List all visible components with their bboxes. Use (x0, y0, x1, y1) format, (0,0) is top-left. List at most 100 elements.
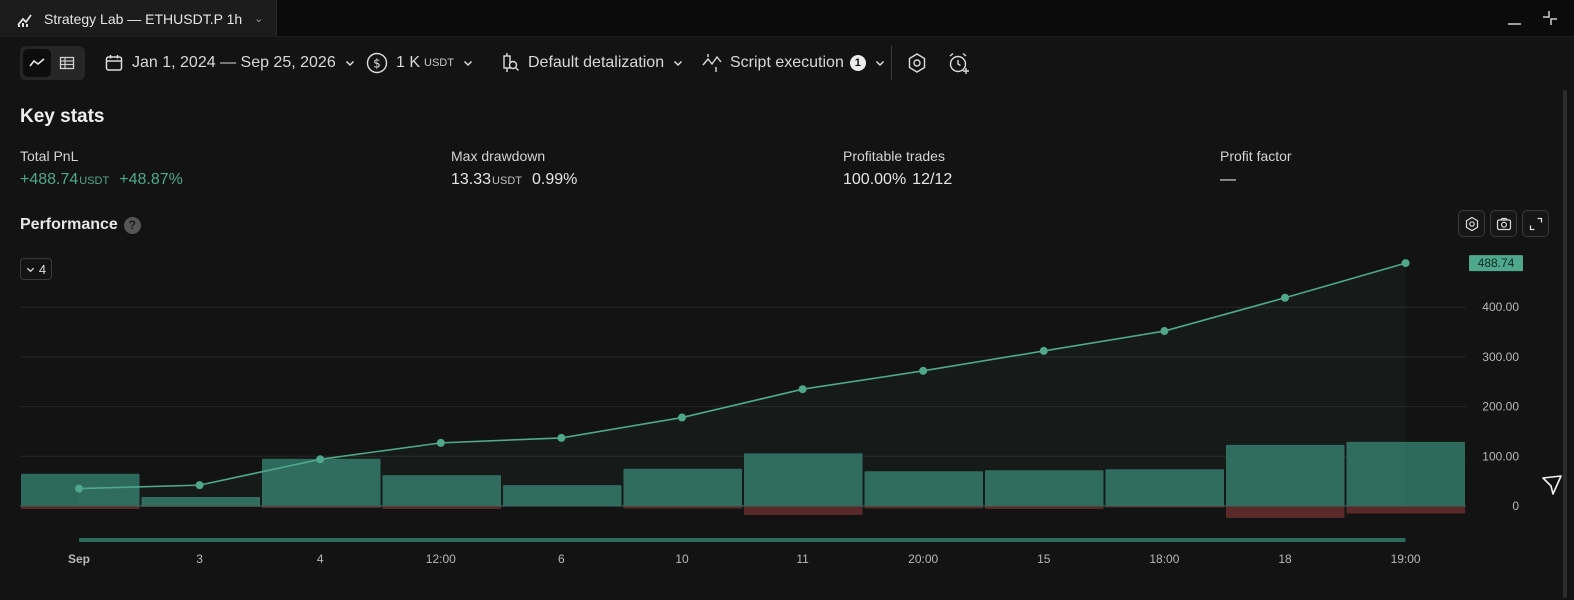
collapse-window-icon[interactable] (1541, 9, 1559, 27)
expand-icon (1529, 217, 1542, 230)
bar-negative (985, 506, 1104, 509)
bar-positive (985, 470, 1104, 506)
x-tick-label: 18 (1278, 552, 1292, 566)
bar-negative (1226, 506, 1345, 518)
collapse-count: 4 (38, 261, 47, 277)
help-icon[interactable]: ? (123, 216, 141, 234)
bar-negative (262, 506, 381, 508)
performance-chart: 0 100.00 200.00 300.00 400.00 488.74 Sep 3 4 12:0… (20, 255, 1523, 566)
chevron-down-icon (875, 60, 884, 67)
bar-positive (864, 471, 983, 506)
settings-button[interactable] (904, 50, 930, 76)
performance-title: Performance ? (20, 216, 141, 234)
bar-positive (382, 475, 501, 506)
bar-positive (141, 497, 260, 506)
equity-point (195, 481, 204, 490)
table-view-button[interactable] (53, 49, 81, 77)
bar-positive (623, 468, 742, 506)
chevron-down-icon (463, 60, 472, 67)
stat-ratio: 12/12 (912, 171, 953, 188)
camera-icon (1496, 217, 1511, 230)
chevron-down-icon (26, 267, 34, 272)
detalization-label: Default detalization (528, 54, 665, 71)
x-tick-label: Sep (68, 552, 90, 566)
stat-value: 13.33 (451, 171, 492, 188)
collapse-series-toggle[interactable]: 4 (20, 258, 52, 280)
add-alert-button[interactable] (946, 50, 972, 76)
x-tick-label: 11 (796, 552, 809, 566)
equity-line (78, 262, 1406, 490)
bar-negative (382, 506, 501, 509)
table-icon (59, 56, 75, 70)
time-range-bar (79, 538, 1406, 542)
bar-negative (1105, 506, 1224, 508)
date-range-label: Jan 1, 2024 — Sep 25, 2026 (132, 54, 336, 71)
script-execution-dropdown[interactable]: Script execution 1 (702, 48, 886, 78)
stat-label: Total PnL (20, 148, 79, 164)
bar-negative (744, 506, 863, 515)
scrollbar[interactable] (1563, 90, 1567, 598)
detalization-dropdown[interactable]: Default detalization (500, 48, 684, 78)
chart-settings-button[interactable] (1458, 210, 1485, 237)
bar-positive (1105, 469, 1224, 506)
bar-negative (1346, 506, 1465, 514)
equity-point (557, 433, 566, 442)
title-bar: Strategy Lab — ETHUSDT.P 1h ⌄ (0, 0, 1574, 37)
equity-point (316, 455, 325, 464)
stat-unit: USDT (79, 175, 110, 187)
dollar-icon: $ (366, 52, 388, 74)
equity-point (1401, 259, 1410, 268)
equity-point (1160, 327, 1169, 336)
bar-positive (503, 485, 622, 506)
stat-profitable-trades: Profitable trades 100.00% 12/12 (843, 148, 952, 189)
y-tick-label: 100.00 (1482, 449, 1519, 463)
line-chart-icon (29, 58, 45, 67)
performance-label: Performance (20, 216, 118, 233)
fullscreen-button[interactable] (1522, 210, 1549, 237)
script-execution-label: Script execution (730, 54, 844, 71)
capital-unit: USDT (424, 57, 454, 69)
x-tick-label: 20:00 (908, 552, 938, 566)
stat-percent: 100.00% (843, 171, 907, 188)
bar-positive (1226, 444, 1345, 506)
x-tick-label: 12:00 (426, 552, 456, 566)
y-tick-label: 0 (1512, 499, 1519, 513)
stat-percent: 0.99% (532, 171, 578, 188)
x-tick-label: 18:00 (1149, 552, 1179, 566)
window-tab[interactable]: Strategy Lab — ETHUSDT.P 1h ⌄ (0, 0, 277, 37)
screenshot-button[interactable] (1490, 210, 1517, 237)
cursor-icon (1542, 475, 1562, 495)
stat-total-pnl: Total PnL +488.74 USDT +48.87% (20, 148, 183, 189)
stat-profit-factor: Profit factor — (1220, 148, 1292, 189)
chart-icon (17, 13, 32, 27)
chart-view-button[interactable] (23, 49, 51, 77)
x-tick-label: 3 (196, 552, 203, 566)
stat-label: Max drawdown (451, 148, 546, 164)
gear-icon (908, 53, 926, 73)
view-toggle (20, 46, 85, 80)
chevron-down-icon (674, 60, 683, 67)
equity-point (436, 438, 445, 447)
equity-point (75, 484, 83, 493)
last-value-tag (1469, 255, 1523, 272)
chevron-down-icon (345, 60, 354, 67)
execution-icon (702, 54, 722, 72)
stat-unit: USDT (492, 175, 522, 187)
stat-label: Profitable trades (843, 148, 945, 164)
date-range-dropdown[interactable]: Jan 1, 2024 — Sep 25, 2026 (104, 48, 356, 78)
toolbar-divider (891, 46, 892, 80)
bar-negative (864, 506, 983, 509)
capital-dropdown[interactable]: $ 1 K USDT (366, 48, 474, 78)
x-tick-label: 4 (317, 552, 324, 566)
equity-point (1039, 346, 1048, 355)
equity-point (919, 366, 928, 375)
bar-negative (21, 506, 140, 509)
equity-area (79, 263, 1406, 506)
svg-text:$: $ (373, 57, 381, 71)
x-tick-label: 6 (558, 552, 565, 566)
x-tick-label: 10 (675, 552, 689, 566)
bar-positive (262, 458, 381, 506)
bar-positive (744, 453, 863, 506)
minimize-icon[interactable] (1506, 9, 1524, 27)
chevron-down-icon[interactable]: ⌄ (254, 13, 264, 25)
